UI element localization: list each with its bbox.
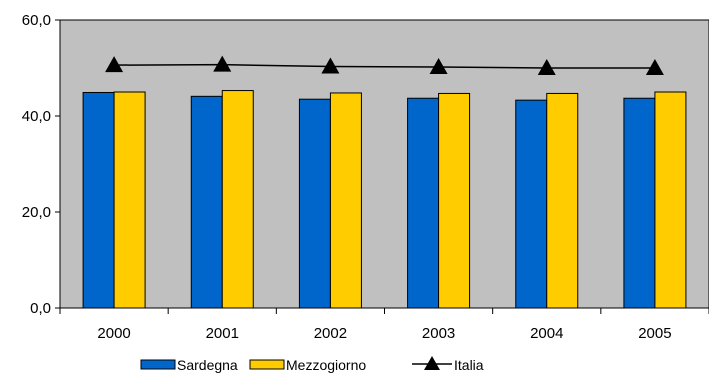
x-tick-label-2000: 2000 [97,325,130,342]
marker-italia-2002 [321,57,340,74]
marker-italia-2004 [537,59,556,75]
marker-italia-2005 [645,59,664,75]
legend-italia-label: Italia [454,357,484,373]
bar-sardegna-2003 [407,97,440,309]
y-tick-label-2: 40,0 [22,108,51,125]
x-tick-label-2003: 2003 [422,325,455,342]
bar-mezzogiorno-2002 [329,92,362,309]
line-group [105,55,664,75]
bar-sardegna-2004 [515,99,548,309]
y-tick-label-3: 60,0 [22,12,51,29]
legend-sardegna-label: Sardegna [177,357,238,373]
bar-mezzogiorno-2001 [221,90,254,309]
line-italia [114,63,655,69]
bar-mezzogiorno-2000 [113,91,146,309]
marker-italia-2000 [105,56,124,73]
marker-italia-2001 [213,55,232,72]
marker-italia-2003 [429,58,448,75]
bar-sardegna-2001 [190,95,223,309]
bar-sardegna-2002 [298,98,331,309]
legend-mezzogiorno-label: Mezzogiorno [286,357,366,373]
x-tick-label-2002: 2002 [314,325,347,342]
x-axis: 2000 2001 2002 2003 2004 2005 [59,307,709,342]
y-axis: 0,0 20,0 40,0 60,0 [22,12,60,317]
x-tick-label-2005: 2005 [638,325,671,342]
legend-mezzogiorno-swatch [249,359,285,370]
bars-group [82,90,687,309]
x-tick-label-2004: 2004 [530,325,563,342]
y-tick-label-1: 20,0 [22,204,51,221]
bar-sardegna-2000 [82,91,115,309]
plot-area [59,19,709,309]
bar-mezzogiorno-2004 [546,92,579,309]
bar-sardegna-2005 [623,97,656,309]
bar-mezzogiorno-2005 [654,91,687,309]
legend-italia-swatch-marker [424,356,440,370]
x-tick-label-2001: 2001 [206,325,239,342]
bar-mezzogiorno-2003 [438,92,471,309]
y-tick-label-0: 0,0 [30,300,51,317]
legend: Sardegna Mezzogiorno Italia [140,356,484,373]
legend-sardegna-swatch [140,359,176,370]
